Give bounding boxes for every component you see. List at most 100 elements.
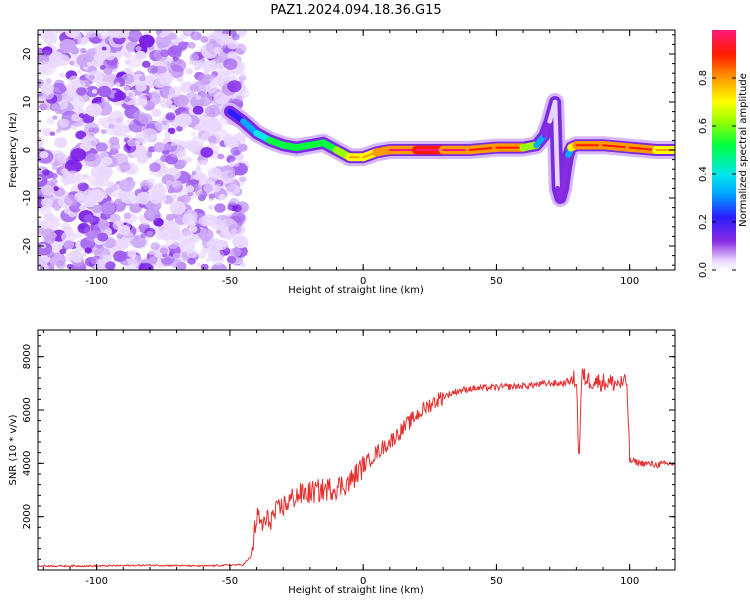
noise-blob [227,171,235,178]
noise-blob [71,96,86,109]
noise-blob [124,59,131,65]
noise-blob [97,31,108,40]
ridge-core [602,144,631,149]
noise-blob [50,172,58,179]
noise-blob [41,30,53,39]
ridge-segment [552,99,561,191]
noise-blob [194,65,201,71]
noise-blob [64,170,81,185]
y-tick-label: 4000 [22,451,33,476]
noise-blob [75,130,87,140]
noise-blob [149,162,161,173]
noise-blob [208,193,215,199]
noise-blob [184,67,194,75]
noise-blob [169,201,186,215]
noise-blob [189,53,200,62]
noise-blob [227,51,238,60]
noise-blob [207,250,221,261]
noise-blob [127,250,137,258]
noise-blob [70,148,87,162]
noise-blob [81,135,97,149]
noise-blob [82,173,89,180]
noise-blob [104,52,116,61]
noise-blob [100,129,107,135]
y-tick-label: -10 [22,190,33,206]
noise-blob [150,242,160,251]
noise-blob [84,122,100,135]
noise-blob [213,123,221,130]
noise-blob [154,78,166,88]
noise-blob [53,149,64,159]
noise-blob [97,232,109,242]
noise-blob [130,235,147,249]
noise-blob [100,202,116,215]
noise-blob [85,103,103,117]
noise-blob [59,248,67,255]
noise-blob [229,161,236,167]
noise-blob [160,49,170,58]
noise-blob [177,197,184,203]
noise-blob [58,118,69,128]
noise-blob [55,54,70,66]
ridge-segment [560,166,569,191]
noise-blob [188,60,195,65]
noise-blob [133,102,139,107]
noise-blob [46,117,56,125]
noise-blob [38,253,50,267]
noise-blob [141,128,158,142]
noise-blob [175,113,192,127]
noise-blob [205,258,211,263]
noise-blob [55,128,62,133]
noise-blob [127,30,143,43]
noise-blob [168,32,177,40]
noise-blob [97,219,110,230]
noise-blob [227,154,236,162]
noise-blob [90,256,99,265]
noise-blob [214,203,226,213]
noise-blob [123,85,130,91]
noise-blob [136,153,149,164]
noise-blob [137,98,148,107]
noise-blob [226,255,237,264]
noise-blob [88,74,95,80]
noise-blob [63,194,78,207]
colorbar-ticks: 0.0 0.2 0.4 0.6 0.8 [698,70,736,278]
noise-blob [173,94,189,108]
x-tick-label: -100 [85,576,108,587]
noise-blob [174,109,181,114]
noise-blob [200,36,209,43]
noise-blob [196,162,202,167]
noise-blob [172,252,180,259]
spectrogram-y-label: Frequency (Hz) [8,112,19,188]
noise-blob [119,178,135,192]
y-tick-label: 20 [22,48,33,61]
noise-blob [159,98,173,109]
snr-panel: -100 -50 0 50 100 2000 4000 6000 8000 Height of… [8,329,676,596]
noise-blob [223,134,235,144]
noise-blob [171,193,178,199]
noise-blob [233,162,240,168]
noise-blob [105,261,116,270]
noise-blob [54,137,67,148]
spectrogram-ridge [220,93,675,207]
noise-blob [239,72,246,78]
noise-blob [203,182,217,194]
noise-blob [95,80,104,87]
noise-blob [198,62,207,69]
noise-blob [170,58,187,72]
noise-blob [151,108,162,118]
x-tick-label: 0 [360,576,366,587]
noise-blob [147,73,156,80]
x-tick-label: -100 [85,276,108,287]
snr-x-ticks: -100 -50 0 50 100 [42,330,657,587]
noise-blob [136,191,152,205]
colorbar-tick-label: 0.2 [698,214,709,230]
noise-blob [190,131,197,137]
colorbar-label: Normalized spectral amplitude [738,73,749,227]
noise-blob [122,231,134,242]
noise-blob [166,180,173,186]
noise-blob [108,110,125,124]
noise-blob [231,33,240,41]
noise-blob [113,30,124,36]
